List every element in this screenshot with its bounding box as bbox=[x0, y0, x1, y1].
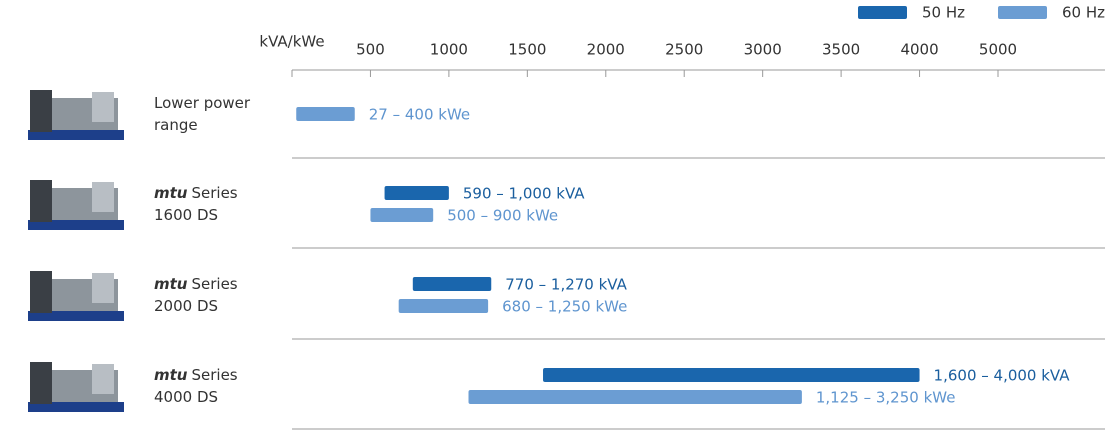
value-label: 27 – 400 kWe bbox=[369, 106, 470, 124]
value-label: 590 – 1,000 kVA bbox=[463, 185, 585, 203]
range-bar bbox=[543, 368, 920, 382]
icon-detail bbox=[92, 273, 114, 303]
legend-swatch bbox=[858, 6, 907, 19]
icon-base bbox=[28, 220, 124, 230]
legend-swatch bbox=[998, 6, 1047, 19]
value-label: 1,600 – 4,000 kVA bbox=[934, 367, 1071, 385]
generator-icon bbox=[28, 180, 124, 230]
icon-panel bbox=[30, 180, 52, 222]
x-tick-label: 1500 bbox=[508, 41, 546, 59]
category-label: mtu Series 1600 DS bbox=[154, 182, 266, 226]
icon-base bbox=[28, 311, 124, 321]
generator-icon bbox=[28, 90, 124, 140]
icon-panel bbox=[30, 362, 52, 404]
icon-detail bbox=[92, 92, 114, 122]
icon-detail bbox=[92, 182, 114, 212]
brand: mtu bbox=[154, 184, 188, 202]
range-bar bbox=[370, 208, 434, 222]
value-label: 770 – 1,270 kVA bbox=[505, 276, 627, 294]
category-name: Series 4000 DS bbox=[154, 366, 238, 406]
x-tick-label: 4000 bbox=[900, 41, 938, 59]
icon-panel bbox=[30, 90, 52, 132]
x-axis-label: kVA/kWe bbox=[259, 33, 324, 51]
value-label: 1,125 – 3,250 kWe bbox=[816, 389, 956, 407]
legend-label: 50 Hz bbox=[922, 4, 965, 22]
brand: mtu bbox=[154, 275, 188, 293]
range-bar bbox=[384, 186, 449, 200]
range-bar bbox=[296, 107, 355, 121]
x-tick-label: 5000 bbox=[979, 41, 1017, 59]
x-tick-label: 1000 bbox=[430, 41, 468, 59]
x-tick-label: 3000 bbox=[744, 41, 782, 59]
legend-label: 60 Hz bbox=[1062, 4, 1105, 22]
category-name: Series 1600 DS bbox=[154, 184, 238, 224]
category-name: Lower power range bbox=[154, 94, 251, 134]
generator-icon bbox=[28, 271, 124, 321]
x-tick-label: 500 bbox=[356, 41, 385, 59]
x-tick-label: 2500 bbox=[665, 41, 703, 59]
value-label: 680 – 1,250 kWe bbox=[502, 298, 627, 316]
icon-panel bbox=[30, 271, 52, 313]
category-label: Lower power range bbox=[154, 92, 266, 136]
range-bar bbox=[468, 390, 802, 404]
x-tick-label: 3500 bbox=[822, 41, 860, 59]
category-label: mtu Series 2000 DS bbox=[154, 273, 266, 317]
icon-base bbox=[28, 130, 124, 140]
category-name: Series 2000 DS bbox=[154, 275, 238, 315]
x-tick-label: 2000 bbox=[587, 41, 625, 59]
brand: mtu bbox=[154, 366, 188, 384]
category-label: mtu Series 4000 DS bbox=[154, 364, 266, 408]
value-label: 500 – 900 kWe bbox=[447, 207, 558, 225]
icon-base bbox=[28, 402, 124, 412]
icon-detail bbox=[92, 364, 114, 394]
range-bar bbox=[398, 299, 489, 313]
generator-icon bbox=[28, 362, 124, 412]
range-bar bbox=[412, 277, 492, 291]
